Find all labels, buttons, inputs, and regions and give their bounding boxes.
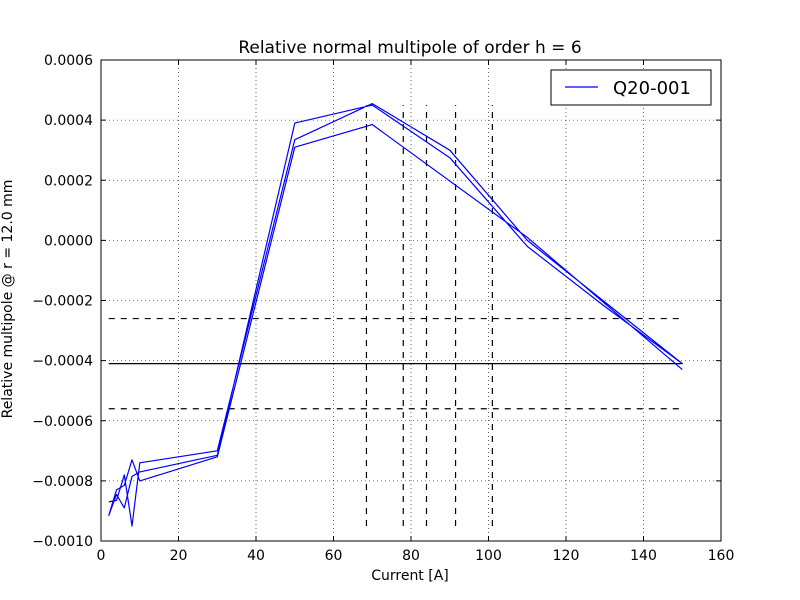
x-tick-label: 80 xyxy=(402,548,420,564)
x-tick-label: 160 xyxy=(708,548,735,564)
x-tick-label: 120 xyxy=(553,548,580,564)
legend-label: Q20-001 xyxy=(613,78,691,99)
x-tick-label: 40 xyxy=(247,548,265,564)
legend: Q20-001 xyxy=(550,69,712,106)
x-tick-label: 100 xyxy=(475,548,502,564)
series-layer xyxy=(108,102,683,527)
y-axis-label: Relative multipole @ r = 12.0 mm xyxy=(0,180,16,419)
y-tick-label: −0.0004 xyxy=(32,354,93,370)
y-tick-label: −0.0008 xyxy=(32,474,93,490)
x-tick-label: 140 xyxy=(630,548,657,564)
y-tick-label: 0.0004 xyxy=(44,113,93,129)
y-tick-label: 0.0006 xyxy=(44,53,93,69)
y-tick-label: 0.0002 xyxy=(44,173,93,189)
reference-lines xyxy=(108,105,683,526)
x-axis-label: Current [A] xyxy=(371,568,449,584)
y-tick-label: 0.0000 xyxy=(44,233,93,249)
y-axis-ticks: −0.0010 −0.0008 −0.0006 −0.0004 −0.0002 0.000… xyxy=(32,53,721,550)
y-tick-label: −0.0002 xyxy=(32,294,93,310)
series-line xyxy=(108,102,683,527)
x-tick-label: 20 xyxy=(170,548,188,564)
grid xyxy=(101,60,721,541)
x-axis-ticks: 0 20 40 60 80 100 120 140 160 xyxy=(97,60,735,564)
y-tick-label: −0.0010 xyxy=(32,534,93,550)
chart-title: Relative normal multipole of order h = 6 xyxy=(238,38,581,58)
y-tick-label: −0.0006 xyxy=(32,414,93,430)
x-tick-label: 0 xyxy=(97,548,106,564)
x-tick-label: 60 xyxy=(325,548,343,564)
